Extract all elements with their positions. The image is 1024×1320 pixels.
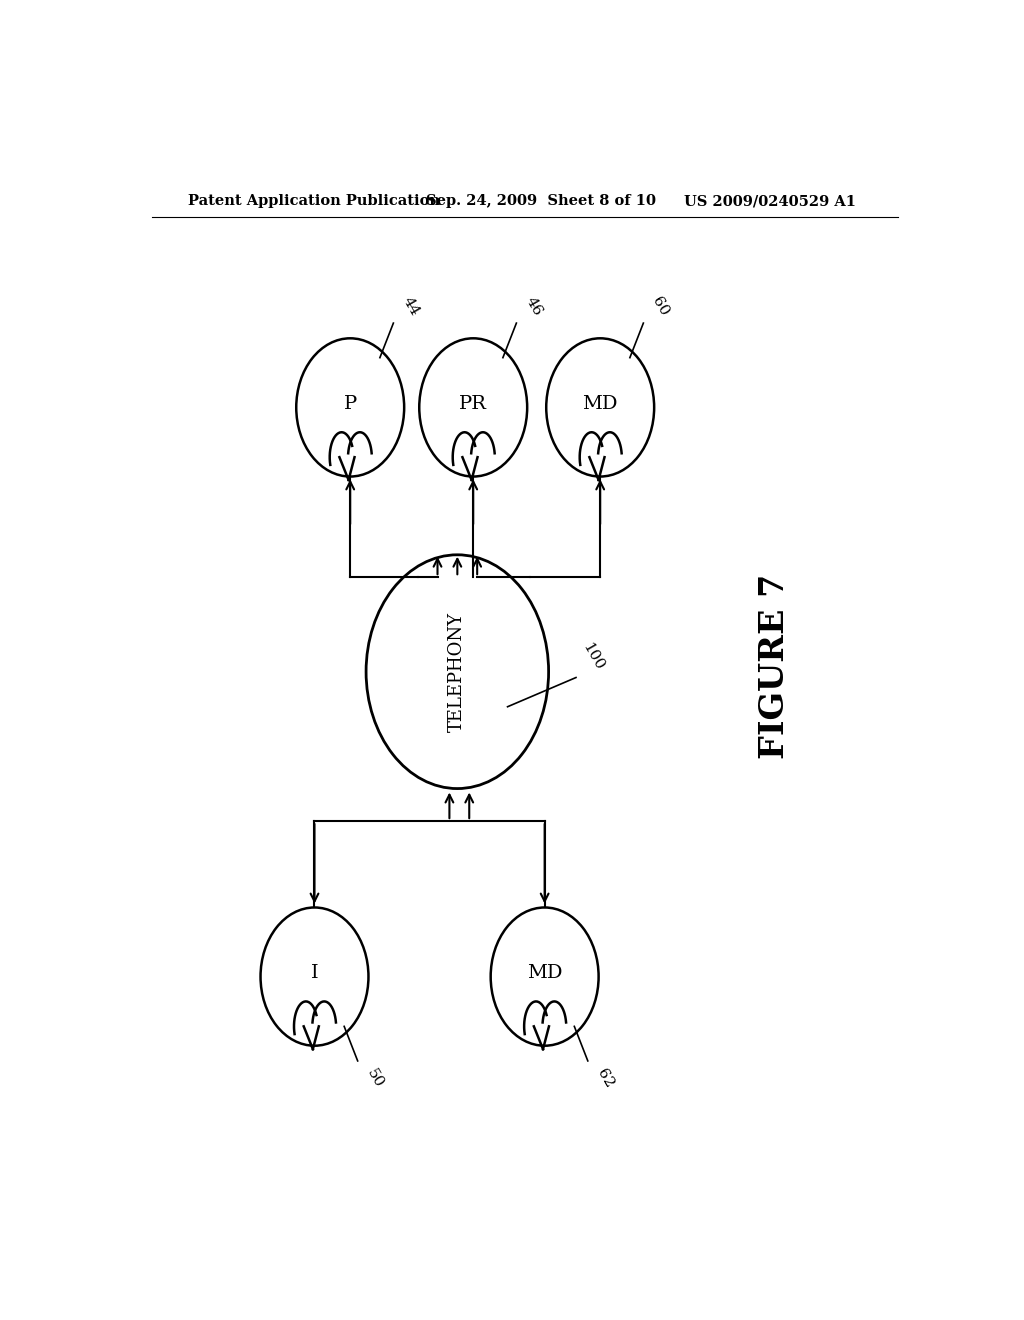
Text: P: P: [344, 395, 356, 413]
Text: 62: 62: [594, 1067, 616, 1090]
Text: 50: 50: [364, 1067, 386, 1090]
Text: 46: 46: [522, 294, 545, 318]
Text: TELEPHONY: TELEPHONY: [449, 611, 466, 731]
Text: Sep. 24, 2009  Sheet 8 of 10: Sep. 24, 2009 Sheet 8 of 10: [426, 194, 655, 209]
Text: I: I: [310, 964, 318, 982]
Text: FIGURE 7: FIGURE 7: [759, 574, 792, 759]
Text: PR: PR: [459, 395, 487, 413]
Text: 100: 100: [580, 640, 606, 672]
Text: Patent Application Publication: Patent Application Publication: [187, 194, 439, 209]
Text: MD: MD: [527, 964, 562, 982]
Text: 60: 60: [649, 294, 672, 318]
Text: MD: MD: [583, 395, 617, 413]
Text: US 2009/0240529 A1: US 2009/0240529 A1: [684, 194, 855, 209]
Text: 44: 44: [399, 294, 422, 318]
